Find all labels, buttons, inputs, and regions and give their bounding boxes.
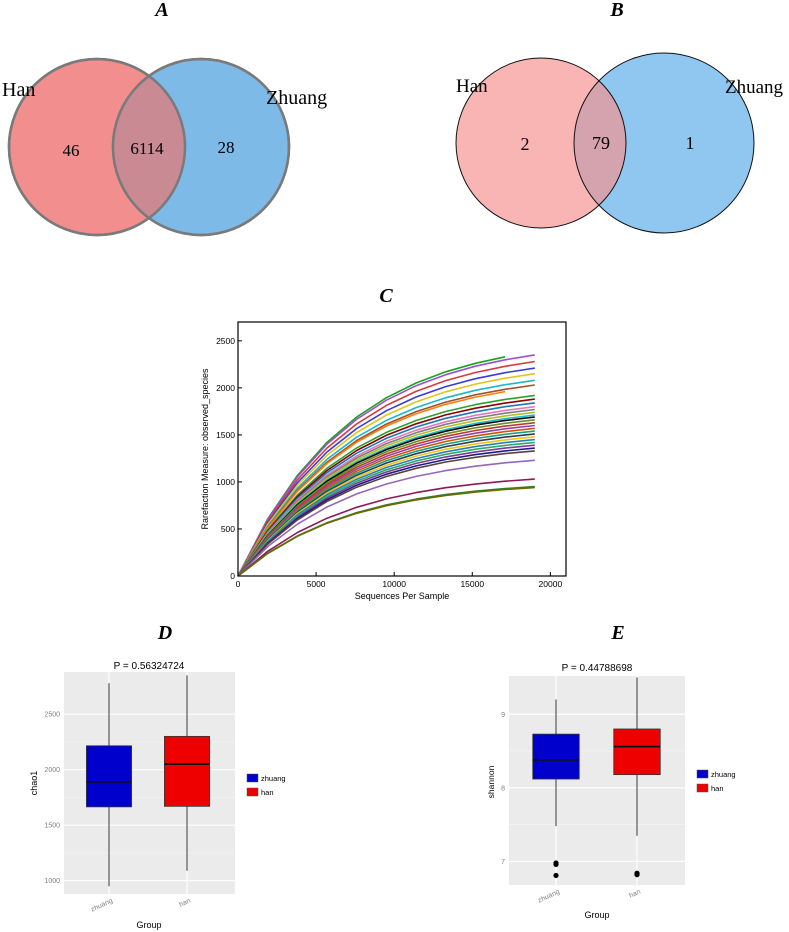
- rarefaction-y-tick-label: 2500: [216, 336, 235, 346]
- boxplot-e-panel: [509, 676, 685, 885]
- venn-b-han-circle: [456, 58, 626, 228]
- e-box: [532, 733, 580, 780]
- rarefaction-series-line: [237, 379, 535, 577]
- rarefaction-x-tick-label: 20000: [539, 579, 563, 589]
- rarefaction-y-tick-label: 1000: [216, 477, 235, 487]
- venn-a-han-label: Han: [2, 79, 35, 101]
- boxplot-e-legend: zhuang han: [696, 769, 736, 793]
- d-x-tick-label: zhuang: [90, 897, 114, 913]
- boxplot-d-x-label: Group: [136, 920, 161, 930]
- d-y-tick-label: 1500: [44, 823, 60, 830]
- e-box: [613, 728, 661, 776]
- boxplot-d-title: P = 0.56324724: [114, 661, 185, 672]
- d-box: [86, 745, 132, 808]
- rarefaction-x-tick-label: 15000: [460, 579, 484, 589]
- venn-a-zhuang-only: 28: [218, 138, 235, 157]
- e-y-tick-label: 9: [501, 712, 505, 719]
- boxplot-d-legend: zhuang han: [246, 773, 286, 797]
- boxplot-e-legend-han-swatch: [696, 783, 709, 793]
- rarefaction-chart: 0 5000 10000 15000 20000 0 500 1000 1500 2000 2500…: [200, 321, 567, 601]
- rarefaction-series-line: [237, 444, 535, 577]
- rarefaction-y-tick-label: 1500: [216, 430, 235, 440]
- rarefaction-series-line: [237, 390, 506, 577]
- rarefaction-series: [237, 354, 535, 577]
- venn-a-intersection: 6114: [130, 139, 164, 158]
- rarefaction-series-line: [237, 360, 535, 577]
- rarefaction-series-line: [237, 478, 535, 577]
- rarefaction-y-tick-label: 0: [230, 571, 235, 581]
- venn-a-overlap: [113, 76, 185, 218]
- e-outlier-point: [553, 872, 559, 879]
- rarefaction-series-line: [237, 367, 535, 577]
- e-outlier-point: [634, 870, 640, 876]
- e-x-tick-label: han: [628, 888, 642, 899]
- rarefaction-series-line: [237, 459, 535, 577]
- boxplot-e-x-label: Group: [584, 910, 609, 920]
- panel-letter-b: B: [609, 0, 623, 21]
- panel-letter-d: D: [157, 622, 172, 644]
- venn-a-han-only: 46: [63, 141, 80, 160]
- rarefaction-y-tick-label: 2000: [216, 383, 235, 393]
- rarefaction-x-tick-label: 10000: [382, 579, 406, 589]
- boxplot-e-legend-zhuang: zhuang: [711, 770, 736, 779]
- rarefaction-x-tick-label: 0: [236, 579, 241, 589]
- panel-letter-a: A: [153, 0, 168, 21]
- panel-letter-c: C: [379, 285, 393, 307]
- venn-b: Han Zhuang 2 79 1: [455, 52, 784, 234]
- rarefaction-y-label: Rarefaction Measure: observed_species: [200, 368, 210, 530]
- rarefaction-y-tick-label: 500: [221, 524, 235, 534]
- rarefaction-series-line: [237, 354, 535, 577]
- boxplot-e-title: P = 0.44788698: [562, 663, 633, 674]
- rarefaction-series-line: [237, 394, 535, 577]
- panel-letter-e: E: [610, 622, 624, 644]
- venn-b-zhuang-only: 1: [686, 133, 695, 153]
- boxplot-d: 1000 1500 2000 2500 zhuang han P = 0.56324724…: [29, 661, 286, 930]
- rarefaction-series-line: [237, 450, 535, 577]
- venn-a-zhuang-label: Zhuang: [266, 87, 327, 109]
- e-outlier-point: [553, 861, 559, 867]
- rarefaction-x-tick-label: 5000: [307, 579, 326, 589]
- d-y-tick-label: 1000: [44, 878, 60, 885]
- d-x-tick-label: han: [178, 897, 192, 908]
- d-y-tick-label: 2000: [44, 767, 60, 774]
- rarefaction-series-line: [237, 402, 535, 577]
- e-x-tick-label: zhuang: [537, 888, 561, 904]
- boxplot-e: 7 8 9 zhuang han P = 0.44788698 Group shanno…: [486, 663, 736, 920]
- d-y-tick-label: 2500: [44, 712, 60, 719]
- e-y-tick-label: 7: [501, 859, 505, 866]
- panel-letters: A B C D E: [153, 0, 624, 644]
- venn-b-zhuang-circle: [574, 53, 754, 233]
- boxplot-d-boxes: [86, 675, 210, 887]
- boxplot-d-legend-han: han: [261, 788, 274, 797]
- d-box: [164, 735, 210, 807]
- rarefaction-ticks: 0 5000 10000 15000 20000 0 500 1000 1500 2000 2500: [216, 336, 562, 589]
- rarefaction-series-line: [237, 419, 535, 577]
- e-y-tick-label: 8: [501, 785, 505, 792]
- venn-b-han-label: Han: [456, 76, 488, 97]
- venn-b-zhuang-label: Zhuang: [725, 77, 784, 98]
- rarefaction-series-line: [237, 438, 535, 577]
- rarefaction-x-label: Sequences Per Sample: [355, 591, 450, 601]
- venn-b-intersection: 79: [592, 133, 610, 153]
- boxplot-e-legend-han: han: [711, 784, 724, 793]
- boxplot-d-y-label: chao1: [29, 771, 39, 796]
- rarefaction-series-line: [237, 372, 535, 577]
- rarefaction-series-line: [237, 430, 535, 577]
- boxplot-d-legend-zhuang: zhuang: [261, 774, 286, 783]
- venn-b-overlap: [574, 80, 626, 206]
- boxplot-d-legend-zhuang-swatch: [246, 773, 259, 783]
- venn-a: Han Zhuang 46 6114 28: [2, 57, 327, 237]
- boxplot-d-legend-han-swatch: [246, 787, 259, 797]
- rarefaction-series-line: [237, 398, 535, 577]
- boxplot-e-y-label: shannon: [486, 765, 496, 798]
- rarefaction-series-line: [237, 486, 535, 577]
- rarefaction-series-line: [237, 436, 535, 577]
- venn-b-han-only: 2: [521, 134, 530, 154]
- rarefaction-series-line: [237, 447, 535, 577]
- boxplot-e-boxes: [532, 677, 661, 879]
- boxplot-e-legend-zhuang-swatch: [696, 769, 709, 779]
